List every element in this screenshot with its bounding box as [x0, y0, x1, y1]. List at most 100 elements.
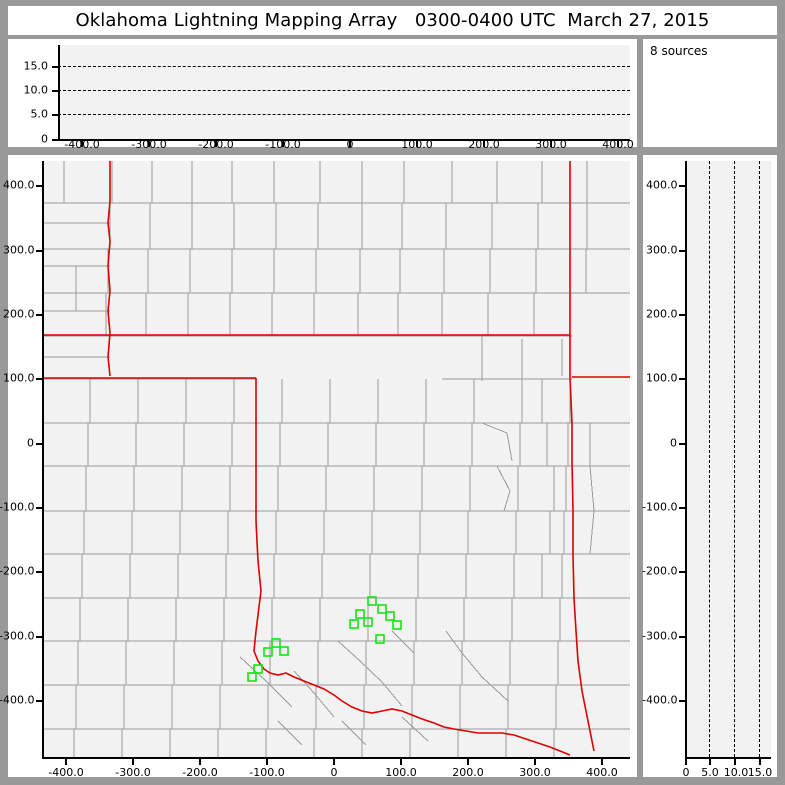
x-tick-label-300: 300.0: [535, 138, 567, 151]
map-x-label-200: 200.0: [452, 766, 484, 779]
alt-y-label--300: -300.0: [642, 629, 678, 643]
gridline-10: [58, 90, 630, 91]
alt-y-tick--400: [679, 700, 686, 702]
map-x-tick-0: [333, 758, 335, 765]
map-y-label-400: 400.0: [3, 178, 35, 192]
alt-y-tick--100: [679, 507, 686, 509]
alt-x-label-10: 10.0: [723, 766, 749, 779]
altitude-profile-panel: 400.0 300.0 200.0 100.0 0 -100.0 -200.0 …: [642, 155, 777, 779]
time-altitude-panel: 15.0 10.0 5.0 0: [8, 39, 637, 147]
gridline-5: [58, 114, 630, 115]
x-tick--200: [215, 140, 217, 147]
y-tick-5: [52, 114, 59, 116]
map-x-tick--100: [266, 758, 268, 765]
map-x-label-400: 400.0: [586, 766, 618, 779]
x-tick-label--400: -400.0: [64, 138, 100, 151]
map-y-tick--300: [36, 636, 43, 638]
alt-y-tick-300: [679, 250, 686, 252]
time-altitude-x-axis: [58, 139, 630, 141]
alt-x-tick-5: [709, 758, 711, 765]
map-y-tick-300: [36, 250, 43, 252]
alt-x-tick-0: [685, 758, 687, 765]
alt-x-tick-10: [734, 758, 736, 765]
map-x-label--100: -100.0: [249, 766, 285, 779]
map-y-label--200: -200.0: [0, 564, 35, 578]
y-tick-0: [52, 139, 59, 141]
source-count-panel: 8 sources: [643, 39, 777, 147]
altitude-y-axis: [685, 161, 687, 757]
map-y-label-100: 100.0: [3, 371, 35, 385]
alt-y-label-400: 400.0: [646, 178, 678, 192]
map-x-label--400: -400.0: [48, 766, 84, 779]
x-tick-400: [617, 140, 619, 147]
x-tick-300: [550, 140, 552, 147]
map-y-label--400: -400.0: [0, 693, 35, 707]
time-altitude-plot-area[interactable]: [58, 45, 630, 139]
alt-y-tick--200: [679, 571, 686, 573]
x-tick-0: [349, 140, 351, 147]
map-x-tick-300: [534, 758, 536, 765]
map-x-axis: [42, 757, 630, 759]
x-tick-100: [416, 140, 418, 147]
alt-y-label-0: 0: [670, 436, 677, 450]
source-count-label: 8 sources: [650, 44, 708, 58]
alt-y-tick--300: [679, 636, 686, 638]
map-x-label--300: -300.0: [115, 766, 151, 779]
title-bar: Oklahoma Lightning Mapping Array 0300-04…: [8, 6, 777, 35]
altitude-x-axis: [685, 757, 771, 759]
alt-y-label--400: -400.0: [642, 693, 678, 707]
time-altitude-x-labels: -400.0 -300.0 -200.0 -100.0 0 100.0 200.…: [8, 138, 637, 155]
map-x-label--200: -200.0: [182, 766, 218, 779]
map-y-tick--400: [36, 700, 43, 702]
map-x-label-0: 0: [330, 766, 338, 779]
y-tick-label-0: 0: [41, 132, 48, 146]
time-altitude-y-axis: [58, 45, 60, 139]
gridline-15: [759, 161, 760, 757]
y-tick-label-10: 10.0: [23, 83, 49, 97]
map-y-tick-200: [36, 314, 43, 316]
x-tick-label--100: -100.0: [265, 138, 301, 151]
alt-x-tick-15: [759, 758, 761, 765]
x-tick-label-400: 400.0: [602, 138, 634, 151]
map-y-tick--200: [36, 571, 43, 573]
x-tick-label--200: -200.0: [198, 138, 234, 151]
county-map-graphic: [42, 161, 630, 757]
map-plot-area[interactable]: [42, 161, 630, 757]
y-tick-15: [52, 66, 59, 68]
map-x-label-100: 100.0: [385, 766, 417, 779]
x-tick-label-100: 100.0: [401, 138, 433, 151]
alt-y-tick-400: [679, 185, 686, 187]
alt-y-label-300: 300.0: [646, 243, 678, 257]
lma-source-markers: [247, 596, 402, 682]
alt-x-label-0: 0: [682, 766, 690, 779]
map-y-label--300: -300.0: [0, 629, 35, 643]
alt-y-label-100: 100.0: [646, 371, 678, 385]
x-tick--100: [282, 140, 284, 147]
gridline-5: [709, 161, 710, 757]
alt-y-label--200: -200.0: [642, 564, 678, 578]
alt-y-tick-0: [679, 443, 686, 445]
y-tick-10: [52, 90, 59, 92]
x-tick-200: [483, 140, 485, 147]
map-y-label-300: 300.0: [3, 243, 35, 257]
alt-x-label-5: 5.0: [701, 766, 719, 779]
x-tick-label-0: 0: [346, 138, 354, 151]
map-y-tick-400: [36, 185, 43, 187]
map-y-label--100: -100.0: [0, 500, 35, 514]
alt-y-label--100: -100.0: [642, 500, 678, 514]
x-tick-label--300: -300.0: [131, 138, 167, 151]
altitude-profile-plot-area[interactable]: [685, 161, 771, 757]
map-x-tick--400: [65, 758, 67, 765]
gridline-10: [734, 161, 735, 757]
map-y-label-200: 200.0: [3, 307, 35, 321]
map-x-tick-200: [467, 758, 469, 765]
state-borders: [42, 161, 630, 756]
x-tick--400: [81, 140, 83, 147]
x-tick-label-200: 200.0: [468, 138, 500, 151]
map-x-tick-400: [601, 758, 603, 765]
x-tick--300: [148, 140, 150, 147]
map-y-tick-0: [36, 443, 43, 445]
county-borders: [42, 161, 630, 757]
alt-y-tick-200: [679, 314, 686, 316]
